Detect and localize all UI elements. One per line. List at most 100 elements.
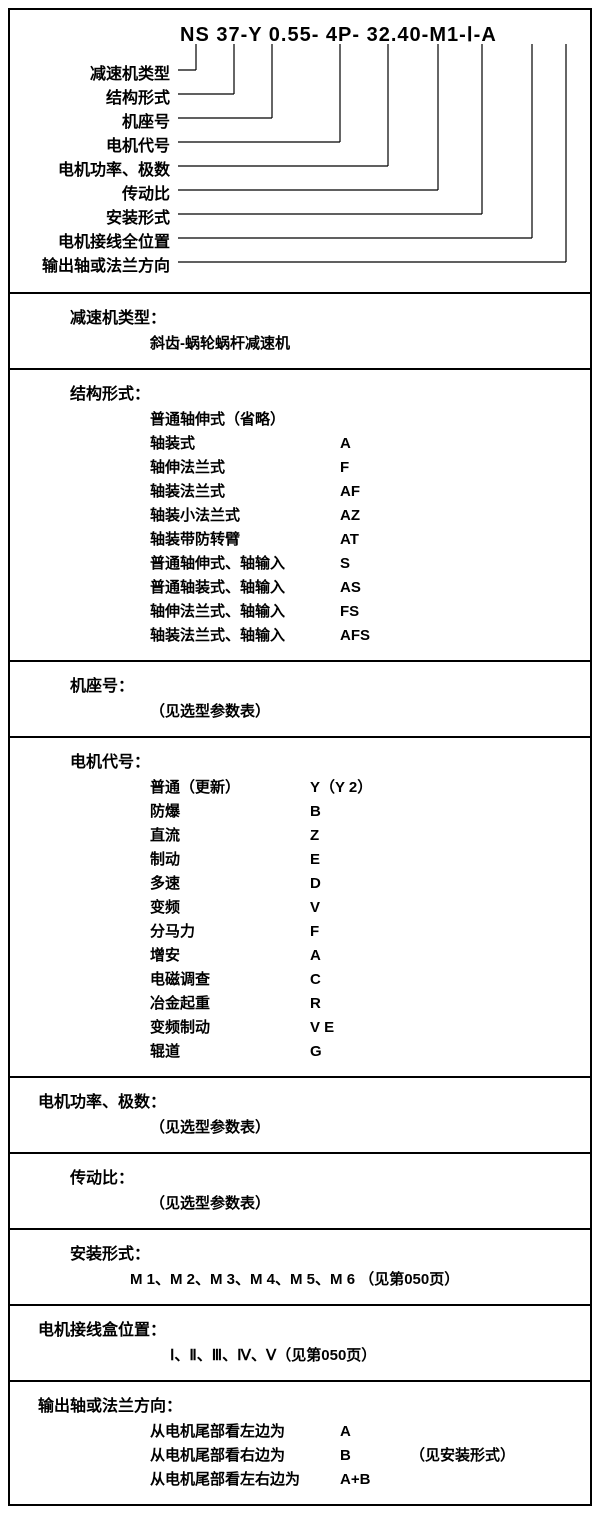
- section-title: 输出轴或法兰方向：: [38, 1392, 570, 1416]
- list-item: 轴伸法兰式F: [150, 456, 570, 480]
- item-name: 轴装法兰式: [150, 480, 340, 504]
- item-name: 电磁调查: [150, 968, 310, 992]
- item-name: 从电机尾部看左右边为: [150, 1468, 340, 1492]
- section-title: 电机功率、极数：: [38, 1088, 570, 1112]
- item-name: 辊道: [150, 1040, 310, 1064]
- item-code: B: [340, 1444, 410, 1468]
- section-body: 斜齿-蜗轮蜗杆减速机: [150, 332, 570, 356]
- item-code: AFS: [340, 624, 410, 648]
- item-code: R: [310, 992, 380, 1016]
- list-item: 制动E: [150, 848, 570, 872]
- item-code: AF: [340, 480, 410, 504]
- section-list: 普通轴伸式（省略）轴装式A轴伸法兰式F轴装法兰式AF轴装小法兰式AZ轴装带防转臂…: [150, 408, 570, 648]
- diagram-label: 输出轴或法兰方向: [42, 252, 170, 276]
- item-name: 轴伸法兰式: [150, 456, 340, 480]
- item-code: F: [340, 456, 410, 480]
- item-code: Y（Y 2）: [310, 776, 380, 800]
- item-code: AT: [340, 528, 410, 552]
- list-item: 多速D: [150, 872, 570, 896]
- list-item: 轴装带防转臂AT: [150, 528, 570, 552]
- spec-section: 传动比： （见选型参数表）: [10, 1154, 590, 1230]
- spec-section: 电机功率、极数： （见选型参数表）: [10, 1078, 590, 1154]
- section-body: M 1、M 2、M 3、M 4、M 5、M 6 （见第050页）: [130, 1268, 570, 1292]
- item-name: 从电机尾部看右边为: [150, 1444, 340, 1468]
- item-name: 轴装法兰式、轴输入: [150, 624, 340, 648]
- item-name: 普通轴伸式（省略）: [150, 408, 340, 432]
- list-item: 轴装法兰式AF: [150, 480, 570, 504]
- item-code: Z: [310, 824, 380, 848]
- item-name: 制动: [150, 848, 310, 872]
- item-name: 普通（更新）: [150, 776, 310, 800]
- list-item: 普通（更新）Y（Y 2）: [150, 776, 570, 800]
- list-item: 普通轴伸式、轴输入S: [150, 552, 570, 576]
- section-title: 机座号：: [70, 672, 570, 696]
- list-item: 直流Z: [150, 824, 570, 848]
- section-body: Ⅰ、Ⅱ、Ⅲ、Ⅳ、Ⅴ（见第050页）: [170, 1344, 570, 1368]
- model-code-diagram: NS 37-Y 0.55- 4P- 32.40-M1-Ⅰ-A 减速机类型结构形式…: [10, 10, 590, 294]
- spec-section: 结构形式：普通轴伸式（省略）轴装式A轴伸法兰式F轴装法兰式AF轴装小法兰式AZ轴…: [10, 370, 590, 662]
- item-code: C: [310, 968, 380, 992]
- item-code: AS: [340, 576, 410, 600]
- list-item: 增安A: [150, 944, 570, 968]
- section-list: 普通（更新）Y（Y 2）防爆B直流Z制动E多速D变频V分马力F增安A电磁调查C冶…: [150, 776, 570, 1064]
- item-code: V: [310, 896, 380, 920]
- list-item: 普通轴伸式（省略）: [150, 408, 570, 432]
- section-title: 电机代号：: [70, 748, 570, 772]
- diagram-label: 传动比: [122, 180, 170, 204]
- diagram-label: 机座号: [122, 108, 170, 132]
- list-item: 从电机尾部看右边为B（见安装形式）: [150, 1444, 570, 1468]
- item-name: 变频制动: [150, 1016, 310, 1040]
- list-item: 电磁调查C: [150, 968, 570, 992]
- spec-container: NS 37-Y 0.55- 4P- 32.40-M1-Ⅰ-A 减速机类型结构形式…: [8, 8, 592, 1506]
- item-name: 分马力: [150, 920, 310, 944]
- list-item: 轴装式A: [150, 432, 570, 456]
- list-item: 普通轴装式、轴输入AS: [150, 576, 570, 600]
- spec-section: 减速机类型： 斜齿-蜗轮蜗杆减速机: [10, 294, 590, 370]
- item-code: G: [310, 1040, 380, 1064]
- spec-section: 安装形式： M 1、M 2、M 3、M 4、M 5、M 6 （见第050页）: [10, 1230, 590, 1306]
- item-code: E: [310, 848, 380, 872]
- item-code: FS: [340, 600, 410, 624]
- item-code: AZ: [340, 504, 410, 528]
- item-name: 轴装带防转臂: [150, 528, 340, 552]
- item-name: 增安: [150, 944, 310, 968]
- list-item: 轴装小法兰式AZ: [150, 504, 570, 528]
- list-item: 防爆B: [150, 800, 570, 824]
- item-name: 普通轴装式、轴输入: [150, 576, 340, 600]
- item-name: 多速: [150, 872, 310, 896]
- diagram-label: 电机接线全位置: [58, 228, 170, 252]
- item-code: A: [340, 432, 410, 456]
- list-item: 轴伸法兰式、轴输入FS: [150, 600, 570, 624]
- section-title: 传动比：: [70, 1164, 570, 1188]
- section-body: （见选型参数表）: [150, 1116, 570, 1140]
- item-name: 普通轴伸式、轴输入: [150, 552, 340, 576]
- list-item: 变频制动V E: [150, 1016, 570, 1040]
- item-name: 变频: [150, 896, 310, 920]
- item-code: A: [340, 1420, 410, 1444]
- item-code: A: [310, 944, 380, 968]
- item-code: S: [340, 552, 410, 576]
- item-code: V E: [310, 1016, 380, 1040]
- item-code: F: [310, 920, 380, 944]
- item-code: B: [310, 800, 380, 824]
- item-name: 轴装小法兰式: [150, 504, 340, 528]
- section-title: 电机接线盒位置：: [38, 1316, 570, 1340]
- list-item: 变频V: [150, 896, 570, 920]
- spec-section: 输出轴或法兰方向：从电机尾部看左边为A从电机尾部看右边为B（见安装形式）从电机尾…: [10, 1382, 590, 1504]
- diagram-label: 减速机类型: [90, 60, 170, 84]
- section-title: 安装形式：: [70, 1240, 570, 1264]
- item-name: 冶金起重: [150, 992, 310, 1016]
- item-extra: （见安装形式）: [410, 1444, 515, 1468]
- diagram-label: 电机功率、极数: [58, 156, 170, 180]
- spec-section: 电机代号： 普通（更新）Y（Y 2）防爆B直流Z制动E多速D变频V分马力F增安A电…: [10, 738, 590, 1078]
- item-name: 轴伸法兰式、轴输入: [150, 600, 340, 624]
- item-name: 从电机尾部看左边为: [150, 1420, 340, 1444]
- section-body: （见选型参数表）: [150, 1192, 570, 1216]
- diagram-label: 结构形式: [106, 84, 170, 108]
- item-name: 防爆: [150, 800, 310, 824]
- item-code: A+B: [340, 1468, 410, 1492]
- section-title: 结构形式：: [70, 380, 570, 404]
- item-code: [340, 408, 410, 432]
- section-title: 减速机类型：: [70, 304, 570, 328]
- list-item: 从电机尾部看左边为A: [150, 1420, 570, 1444]
